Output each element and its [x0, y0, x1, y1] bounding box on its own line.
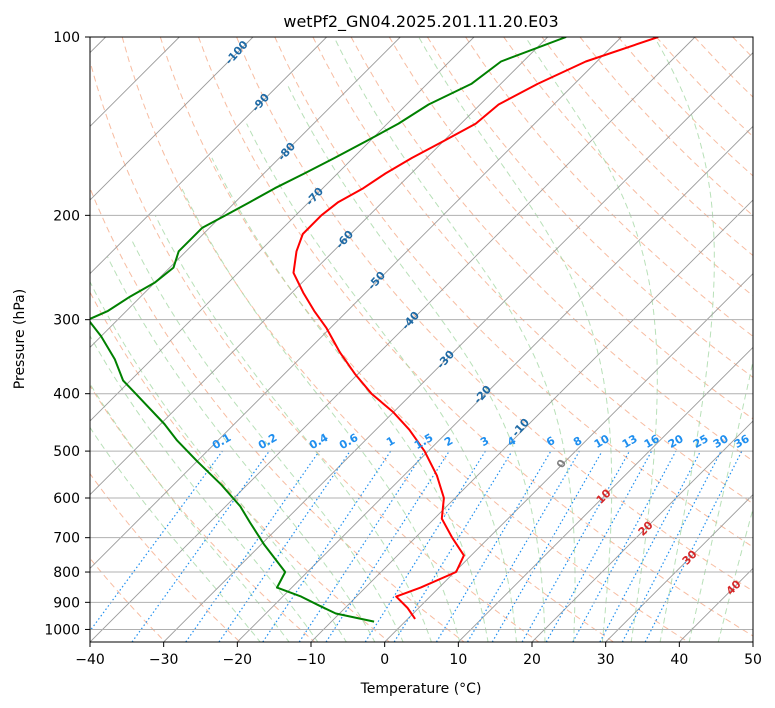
- y-tick-label: 800: [53, 565, 80, 581]
- skewed-isotherm: [531, 420, 753, 642]
- mixing-ratio-line: [521, 450, 631, 642]
- mixing-ratio-line: [185, 450, 320, 642]
- mixing-ratio-line: [545, 450, 653, 642]
- moist-adiabat: [333, 37, 576, 642]
- mixing-ratio-line: [218, 450, 351, 642]
- skewed-isotherm: [90, 37, 548, 496]
- y-tick-label: 600: [53, 491, 80, 507]
- mixing-ratio-line: [325, 450, 450, 642]
- moist-adiabat: [211, 157, 489, 642]
- x-tick-label: 30: [597, 652, 615, 668]
- skewed-isotherm: [90, 37, 622, 569]
- moist-adiabat: [90, 382, 290, 642]
- skewed-isotherm: [237, 125, 753, 642]
- skewed-isotherm: [163, 52, 753, 642]
- moist-adiabat: [653, 37, 715, 642]
- x-tick-label: 50: [744, 652, 762, 668]
- y-axis: 100 200 300 400 500 600 700 800 900 1000: [44, 30, 90, 638]
- mixing-ratio-line: [364, 450, 486, 642]
- moist-adiabat: [717, 507, 753, 642]
- x-tick-label: −20: [223, 652, 253, 668]
- moist-adiabat: [154, 215, 432, 642]
- dry-adiabat: [90, 557, 166, 642]
- dewpoint-profile: [90, 37, 567, 623]
- dry-adiabat: [90, 186, 465, 642]
- x-tick-label: 0: [380, 652, 389, 668]
- moist-adiabat: [90, 334, 319, 642]
- x-tick-label: 20: [523, 652, 541, 668]
- x-axis: −40 −30 −20 −10 0 10 20 30 40 50: [75, 642, 762, 668]
- mixing-ratio-line: [572, 450, 677, 642]
- background-lines: [90, 37, 753, 642]
- moist-adiabat: [524, 37, 658, 642]
- dry-adiabat: [121, 37, 614, 642]
- skewed-isotherm: [90, 37, 327, 275]
- dry-adiabat: [90, 384, 316, 642]
- profile-lines: [90, 37, 659, 623]
- moist-adiabat: [90, 426, 261, 642]
- mixing-ratio-line: [393, 450, 513, 642]
- y-tick-label: 100: [53, 30, 80, 46]
- dry-adiabat: [388, 37, 753, 420]
- skewed-isotherm: [458, 346, 753, 642]
- moist-adiabat: [181, 187, 461, 642]
- x-axis-label: Temperature (°C): [360, 681, 482, 697]
- dry-adiabat: [274, 37, 753, 548]
- y-tick-label: 400: [53, 387, 80, 403]
- y-tick-label: 900: [53, 595, 80, 611]
- x-tick-label: −40: [75, 652, 105, 668]
- skewed-isotherm: [90, 37, 696, 642]
- dry-adiabat: [90, 59, 540, 642]
- moist-adiabat: [131, 239, 404, 642]
- chart-title: wetPf2_GN04.2025.201.11.20.E03: [283, 12, 558, 32]
- x-tick-label: −10: [296, 652, 326, 668]
- moist-adiabat: [107, 256, 376, 642]
- y-tick-label: 700: [53, 531, 80, 547]
- y-tick-label: 500: [53, 444, 80, 460]
- x-tick-label: −30: [149, 652, 179, 668]
- x-tick-label: 10: [449, 652, 467, 668]
- y-axis-label: Pressure (hPa): [12, 289, 28, 389]
- mixing-ratio-line: [435, 450, 552, 642]
- moist-adiabat: [246, 123, 518, 642]
- temperature-profile: [292, 37, 659, 620]
- skewed-isotherm: [90, 37, 401, 348]
- y-tick-label: 1000: [44, 622, 80, 638]
- skewed-isotherm: [310, 199, 753, 642]
- skewed-isotherm: [384, 273, 753, 642]
- skewed-isotherm: [605, 494, 753, 642]
- y-tick-label: 200: [53, 208, 80, 224]
- mixing-ratio-line: [466, 450, 580, 642]
- dry-adiabat: [426, 37, 753, 378]
- skewed-isotherm: [90, 37, 254, 201]
- mixing-ratio-line: [491, 450, 603, 642]
- x-tick-label: 40: [670, 652, 688, 668]
- moist-adiabat: [688, 358, 753, 642]
- plot-frame: [89, 36, 754, 643]
- y-tick-label: 300: [53, 313, 80, 329]
- pressure-gridlines: [90, 37, 753, 630]
